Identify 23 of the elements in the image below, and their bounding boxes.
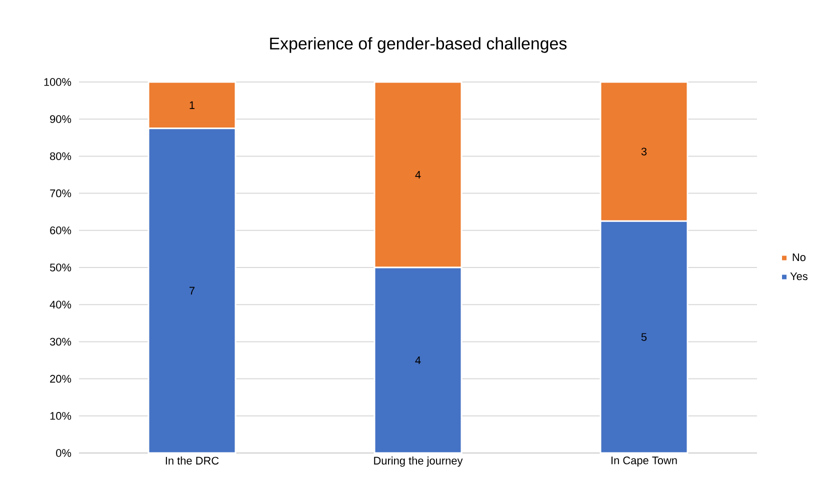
y-tick-label: 80%	[50, 152, 72, 160]
y-tick-label: 100%	[44, 78, 72, 86]
legend-label: Yes	[790, 272, 808, 280]
annotation: 7	[190, 286, 194, 294]
y-tick-label: 90%	[50, 115, 72, 123]
annotation: 1	[190, 101, 195, 109]
legend-label: No	[792, 253, 806, 262]
y-tick-label: 40%	[50, 300, 72, 308]
y-tick-label: 70%	[50, 189, 72, 198]
x-tick-label: In the DRC	[166, 456, 219, 465]
annotation: 4	[415, 170, 421, 179]
x-tick-label: During the journey	[374, 456, 463, 467]
annotation: 4	[415, 356, 421, 364]
y-tick-label: 0%	[56, 449, 72, 457]
y-tick-label: 30%	[50, 338, 72, 346]
chart-title: Experience of gender-based challenges	[270, 37, 567, 53]
y-tick-label: 60%	[50, 226, 72, 234]
y-tick-label: 20%	[50, 374, 72, 383]
annotation: 3	[641, 148, 647, 156]
x-tick-label: In Cape Town	[612, 456, 677, 466]
y-tick-label: 10%	[50, 412, 72, 420]
y-tick-label: 50%	[50, 264, 72, 272]
annotation: 5	[641, 333, 647, 341]
